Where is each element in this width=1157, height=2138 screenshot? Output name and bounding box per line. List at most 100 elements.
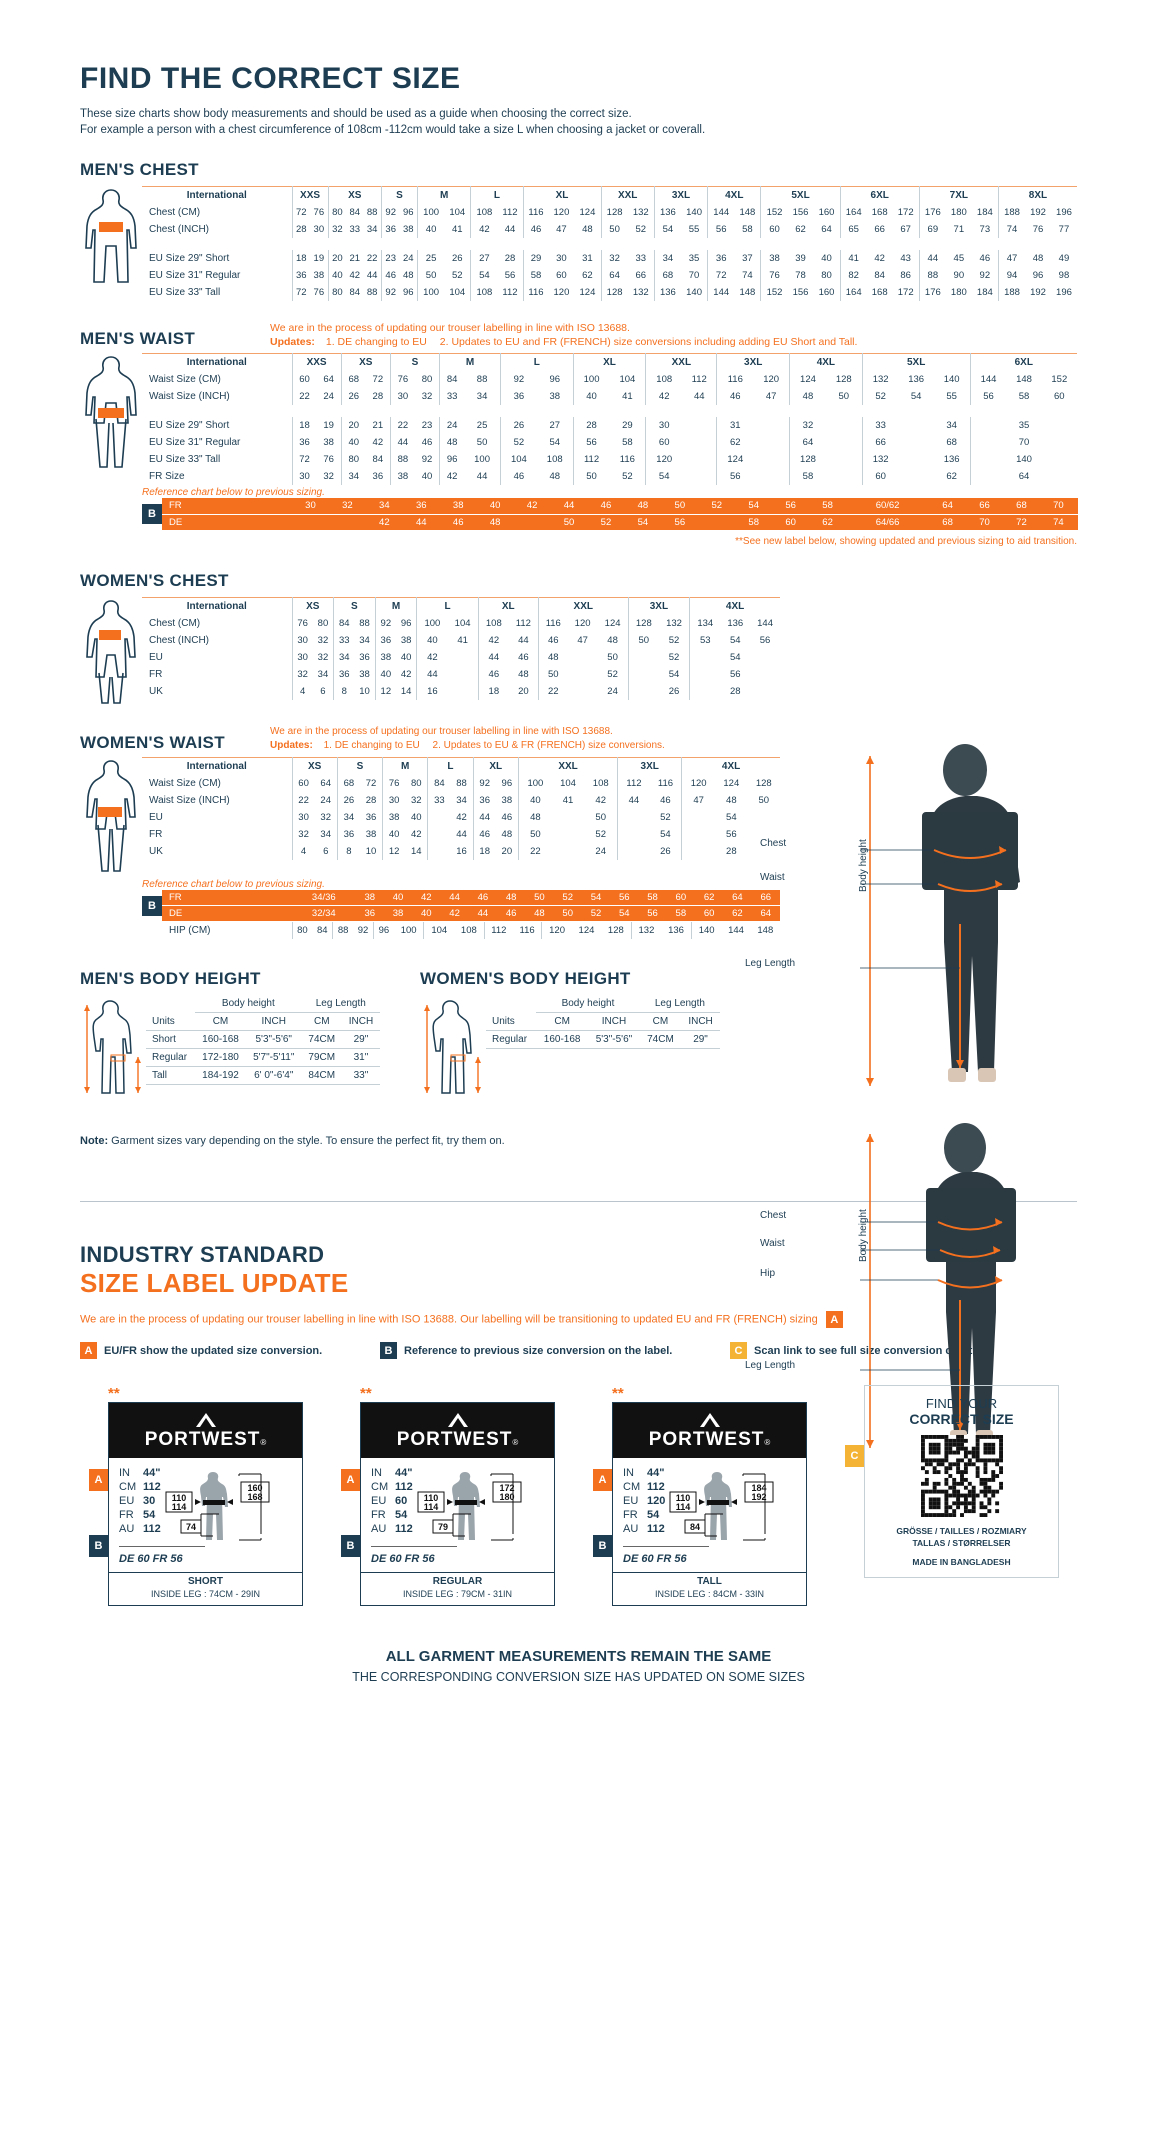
ref-cell: 32 [329,498,366,514]
svg-text:74: 74 [186,1522,196,1532]
qr-code-icon[interactable] [921,1435,1003,1517]
qr-badge-c[interactable]: C [845,1445,864,1467]
cell: 88 [464,371,500,388]
cell: 56 [970,388,1006,405]
cell: 44 [450,826,473,843]
cell [748,809,780,826]
size-header-xs: XS [292,597,334,615]
size-header-7xl: 7XL [919,187,998,205]
spacer-row [142,238,1077,250]
label-badge-a[interactable]: A [341,1469,360,1491]
ref-cell: 36 [403,498,440,514]
label-badge-b[interactable]: B [89,1535,108,1557]
cell: 50 [597,649,628,666]
cell: 80 [405,775,428,792]
cell: 38 [390,468,415,485]
row-label: Regular [486,1031,536,1049]
cell: 148 [1006,371,1041,388]
ref-cell: 44 [469,906,497,922]
row-label: EU Size 33" Tall [142,451,292,468]
cell: 112 [573,451,609,468]
label-fit-name: REGULAR [361,1576,554,1588]
mens-waist-update-1: 1. DE changing to EU [318,336,427,348]
row-label: FR Size [142,468,292,485]
cell [750,649,780,666]
cell [826,468,862,485]
cell: 124 [715,775,747,792]
ref-cell: 62 [695,890,723,906]
cell: 40 [341,434,366,451]
ref-cell: 40 [412,906,440,922]
cell: 144 [750,615,780,632]
size-header-m: M [383,757,428,775]
size-header-s: S [334,597,376,615]
cell: 136 [654,284,681,301]
cell: 80 [328,284,346,301]
cell: 96 [537,371,573,388]
cell: 26 [659,683,690,700]
cell: 38 [317,434,342,451]
label-badge-a[interactable]: A [593,1469,612,1491]
cell: 37 [734,250,761,267]
ref-cell: 48 [525,906,553,922]
subheader-4: INCH [342,1013,380,1031]
cell [448,649,479,666]
row-label: EU Size 33" Tall [142,284,292,301]
cell [618,826,650,843]
cell: 36 [473,792,496,809]
ref-row-label: DE [162,906,292,922]
size-header-l: L [471,187,523,205]
cell: 48 [790,388,826,405]
cell: 120 [549,284,575,301]
cell [899,434,934,451]
cell: 172 [893,204,920,221]
ref-row-label: FR [162,890,292,906]
cell: 36 [337,826,360,843]
cell: 38 [396,632,417,649]
male-torso-chest-icon [80,186,142,301]
label-badge-b[interactable]: B [593,1535,612,1557]
cell: 30 [646,417,682,434]
cell: 42 [396,666,417,683]
cell: 124 [790,371,826,388]
cell: 88 [363,204,381,221]
group-leg-length: Leg Length [640,995,720,1013]
size-header-4xl: 4XL [790,354,863,372]
womens-waist-note-line1: We are in the process of updating our tr… [270,725,665,739]
cell [899,451,934,468]
brand-name: PORTWEST [145,1429,261,1450]
cell: 42 [450,809,473,826]
cell: 39 [788,250,814,267]
cell: 152 [761,284,788,301]
ref-cell: 48 [624,498,661,514]
cell: 164 [840,284,867,301]
cell: 108 [478,615,509,632]
ref-cell: 54 [610,906,638,922]
cell: 50 [628,632,659,649]
row-label: EU [142,809,292,826]
cell: 98 [1051,267,1077,284]
cell: 50 [601,221,628,238]
size-header-3xl: 3XL [628,597,689,615]
cell: 132 [628,204,655,221]
ref-cell: 38 [440,498,477,514]
cell: 31 [717,417,753,434]
row-label: UK [142,843,292,860]
cell: 54 [715,809,747,826]
portwest-chevron-icon [193,1412,219,1428]
size-header-3xl: 3XL [654,187,707,205]
cell: 58 [1006,388,1041,405]
cell: 32 [313,632,334,649]
label-badge-a[interactable]: A [89,1469,108,1491]
cell: 46 [381,267,399,284]
cell: 196 [1051,204,1077,221]
label-badge-b[interactable]: B [341,1535,360,1557]
ref-cell: 64 [752,906,780,922]
cell: 88 [354,615,375,632]
cell: 192 [1025,204,1051,221]
